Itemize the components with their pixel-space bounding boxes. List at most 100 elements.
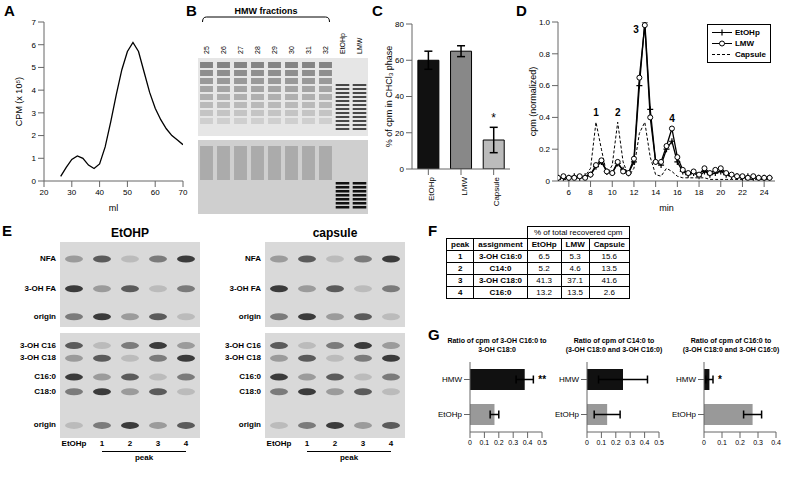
html-text:Ratio of cpm of C16:0 to (3-OH: Ratio of cpm of C16:0 to (3-OH C18:0 and…: [682, 337, 780, 353]
svg-text:Capsule: Capsule: [492, 176, 501, 206]
svg-text:0.2: 0.2: [735, 439, 745, 446]
svg-text:60: 60: [151, 188, 160, 197]
svg-text:0.4: 0.4: [640, 439, 650, 446]
html-text:3-OH C18: 3-OH C18: [20, 353, 56, 363]
svg-text:% of cpm in CHCl₃ phase: % of cpm in CHCl₃ phase: [384, 46, 394, 148]
svg-text:0.8: 0.8: [539, 50, 551, 59]
svg-text:22: 22: [738, 188, 747, 197]
svg-text:0.2: 0.2: [539, 145, 551, 154]
svg-text:80: 80: [395, 20, 404, 29]
svg-text:EtOHp: EtOHp: [672, 410, 697, 419]
svg-text:60: 60: [395, 56, 404, 65]
svg-text:ml: ml: [109, 203, 119, 213]
svg-text:LMW: LMW: [356, 37, 363, 54]
svg-text:1: 1: [32, 154, 37, 163]
svg-text:EtOHp: EtOHp: [339, 33, 347, 54]
svg-text:0.4: 0.4: [539, 113, 551, 122]
html-text:B: B: [186, 2, 197, 19]
svg-text:0.3: 0.3: [508, 439, 518, 446]
svg-text:0: 0: [546, 177, 551, 186]
html-text:G: G: [428, 326, 440, 343]
html-text:C: C: [372, 2, 383, 19]
svg-text:*: *: [718, 374, 722, 385]
svg-text:4: 4: [32, 86, 37, 95]
svg-text:CPM (x 10⁵): CPM (x 10⁵): [14, 77, 24, 126]
svg-text:LMW: LMW: [460, 177, 469, 196]
svg-text:0.4: 0.4: [771, 439, 781, 446]
html-text:3-OH C16: 3-OH C16: [20, 340, 56, 350]
svg-text:20: 20: [395, 129, 404, 138]
svg-text:**: **: [538, 374, 546, 385]
svg-text:0.4: 0.4: [523, 439, 533, 446]
svg-text:3: 3: [32, 109, 37, 118]
svg-text:3: 3: [633, 24, 639, 35]
html-text:EtOHP: EtOHP: [111, 226, 149, 240]
html-text:E: E: [2, 222, 12, 239]
svg-text:cpm (normalized): cpm (normalized): [528, 67, 538, 137]
svg-text:70: 70: [179, 188, 188, 197]
svg-text:0.6: 0.6: [539, 81, 551, 90]
html-text:capsule: capsule: [312, 226, 358, 240]
html-text:A: A: [4, 2, 15, 19]
svg-text:HMW: HMW: [442, 375, 462, 384]
svg-text:5: 5: [32, 63, 37, 72]
svg-text:0.3: 0.3: [753, 439, 763, 446]
svg-text:0.5: 0.5: [537, 439, 547, 446]
svg-text:HMW fractions: HMW fractions: [235, 6, 298, 16]
svg-text:30: 30: [67, 188, 76, 197]
svg-text:30: 30: [288, 46, 295, 54]
svg-text:40: 40: [95, 188, 104, 197]
svg-text:24: 24: [760, 188, 769, 197]
svg-text:40: 40: [395, 92, 404, 101]
svg-text:*: *: [491, 111, 496, 125]
svg-text:0: 0: [702, 439, 706, 446]
svg-text:0.2: 0.2: [494, 439, 504, 446]
svg-text:18: 18: [695, 188, 704, 197]
svg-text:EtOHp: EtOHp: [438, 410, 463, 419]
svg-text:20: 20: [40, 188, 49, 197]
svg-text:16: 16: [673, 188, 682, 197]
svg-text:27: 27: [237, 46, 244, 54]
svg-text:EtOHp: EtOHp: [555, 410, 580, 419]
html-text:3-OH FA: 3-OH FA: [24, 283, 56, 293]
svg-text:1.0: 1.0: [539, 18, 551, 27]
svg-text:0.1: 0.1: [717, 439, 727, 446]
svg-text:0.1: 0.1: [480, 439, 490, 446]
svg-text:10: 10: [608, 188, 617, 197]
svg-text:6: 6: [32, 41, 37, 50]
svg-text:HMW: HMW: [559, 375, 579, 384]
svg-text:1: 1: [593, 107, 599, 118]
svg-text:31: 31: [305, 46, 312, 54]
html-text:D: D: [516, 2, 527, 19]
svg-text:0: 0: [32, 177, 37, 186]
svg-text:0.1: 0.1: [597, 439, 607, 446]
html-text:origin: origin: [33, 311, 56, 321]
svg-text:0: 0: [400, 165, 405, 174]
svg-text:20: 20: [716, 188, 725, 197]
html-text:Ratio of cpm of C14:0 to (3-OH: Ratio of cpm of C14:0 to (3-OH C18:0 and…: [565, 337, 663, 353]
svg-text:29: 29: [271, 46, 278, 54]
svg-text:2: 2: [32, 131, 37, 140]
svg-text:min: min: [659, 203, 674, 213]
svg-text:26: 26: [220, 46, 227, 54]
svg-text:2: 2: [615, 107, 621, 118]
svg-text:28: 28: [254, 46, 261, 54]
svg-text:HMW: HMW: [676, 375, 696, 384]
svg-text:0: 0: [468, 439, 472, 446]
svg-text:4: 4: [669, 113, 675, 124]
svg-text:0.3: 0.3: [625, 439, 635, 446]
svg-text:0.5: 0.5: [654, 439, 664, 446]
svg-text:50: 50: [123, 188, 132, 197]
html-text:Ratio of cpm of 3-OH C16:0 to: Ratio of cpm of 3-OH C16:0 to 3-OH C18:0: [447, 337, 547, 353]
svg-text:0.2: 0.2: [611, 439, 621, 446]
svg-text:0: 0: [585, 439, 589, 446]
svg-text:EtOHp: EtOHp: [427, 176, 436, 201]
svg-text:25: 25: [203, 46, 210, 54]
html-text:C16:0: C16:0: [34, 372, 56, 382]
svg-text:12: 12: [629, 188, 638, 197]
svg-text:14: 14: [651, 188, 660, 197]
svg-text:7: 7: [32, 18, 37, 27]
svg-text:8: 8: [588, 188, 593, 197]
svg-text:6: 6: [567, 188, 572, 197]
svg-text:32: 32: [322, 46, 329, 54]
